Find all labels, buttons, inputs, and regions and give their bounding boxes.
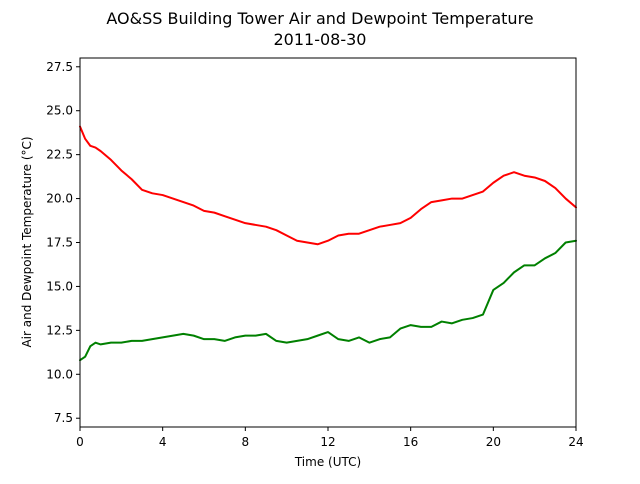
y-axis-label: Air and Dewpoint Temperature (°C)	[20, 136, 34, 347]
y-tick-label: 25.0	[46, 104, 73, 118]
x-tick-label: 12	[320, 435, 335, 449]
x-tick-label: 0	[76, 435, 84, 449]
y-tick-label: 27.5	[46, 60, 73, 74]
x-tick-label: 16	[403, 435, 418, 449]
plot-frame	[79, 57, 577, 428]
y-tick-label: 12.5	[46, 323, 73, 337]
series-line-0	[79, 125, 577, 246]
y-tick-label: 15.0	[46, 279, 73, 293]
y-tick-label: 20.0	[46, 192, 73, 206]
x-axis-label: Time (UTC)	[294, 455, 361, 469]
series-layer	[79, 125, 577, 362]
chart-subtitle: 2011-08-30	[274, 30, 367, 49]
x-tick-label: 4	[159, 435, 167, 449]
y-tick-label: 17.5	[46, 236, 73, 250]
y-axis: 7.5 10.0 12.5 15.0 17.5 20.0 22.5 25.0 27.5	[46, 60, 80, 425]
chart-title: AO&SS Building Tower Air and Dewpoint Te…	[106, 9, 533, 28]
x-tick-label: 24	[568, 435, 583, 449]
x-tick-label: 20	[486, 435, 501, 449]
x-tick-label: 8	[242, 435, 250, 449]
y-tick-label: 7.5	[54, 411, 73, 425]
y-tick-label: 22.5	[46, 148, 73, 162]
x-axis: 0 4 8 12 16 20 24	[76, 427, 584, 449]
y-tick-label: 10.0	[46, 367, 73, 381]
series-line-1	[79, 239, 577, 362]
